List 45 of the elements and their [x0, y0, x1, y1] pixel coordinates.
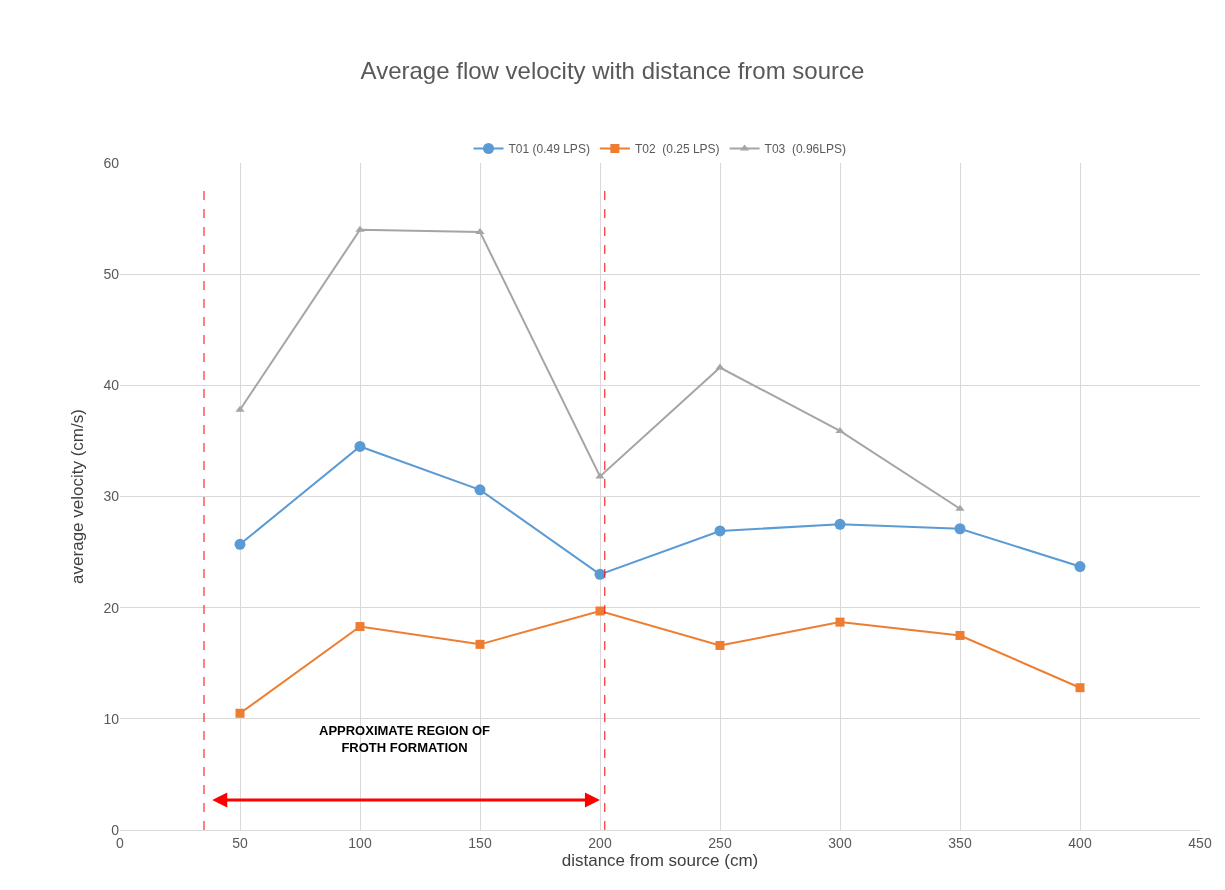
x-tick-label: 50 — [232, 834, 248, 851]
x-tick-label: 250 — [708, 834, 732, 851]
x-tick-label: 350 — [948, 834, 972, 851]
point — [1074, 561, 1086, 573]
y-axis-title: average velocity (cm/s) — [67, 409, 87, 584]
point — [715, 363, 725, 370]
x-tick-label: 400 — [1068, 834, 1092, 851]
point — [955, 630, 965, 640]
x-axis-title: distance from source (cm) — [561, 851, 759, 871]
point — [715, 640, 725, 650]
point — [355, 225, 365, 232]
point — [714, 525, 726, 537]
x-tick-label: 450 — [1188, 834, 1212, 851]
legend-label: T03 (0.96LPS) — [764, 142, 846, 157]
point — [235, 708, 245, 718]
y-tick-label: 0 — [111, 821, 120, 838]
point — [1075, 683, 1085, 693]
point — [474, 484, 486, 496]
point — [835, 617, 845, 627]
point — [355, 622, 365, 632]
x-tick-label: 300 — [828, 834, 852, 851]
point — [595, 606, 605, 616]
point — [234, 538, 246, 550]
point — [834, 518, 846, 530]
y-tick-label: 50 — [103, 266, 120, 283]
y-tick-label: 40 — [103, 377, 120, 394]
x-tick-label: 150 — [468, 834, 492, 851]
point — [475, 227, 485, 234]
legend-label: T02 (0.25 LPS) — [634, 142, 720, 157]
point — [594, 568, 606, 580]
y-tick-label: 30 — [103, 488, 120, 505]
y-tick-label: 10 — [103, 710, 120, 727]
point — [354, 440, 366, 452]
chart-title: Average flow velocity with distance from source — [360, 57, 865, 85]
annotation: APPROXIMATE REGION OF FROTH FORMATION — [319, 723, 490, 755]
y-tick-label: 20 — [103, 599, 120, 616]
y-tick-label: 60 — [103, 154, 120, 171]
point — [235, 405, 245, 412]
point — [955, 504, 965, 511]
x-tick-label: 100 — [348, 834, 372, 851]
point — [835, 426, 845, 433]
x-tick-label: 200 — [588, 834, 612, 851]
legend-label: T01 (0.49 LPS) — [508, 142, 590, 157]
point — [954, 523, 966, 535]
point — [475, 639, 485, 649]
